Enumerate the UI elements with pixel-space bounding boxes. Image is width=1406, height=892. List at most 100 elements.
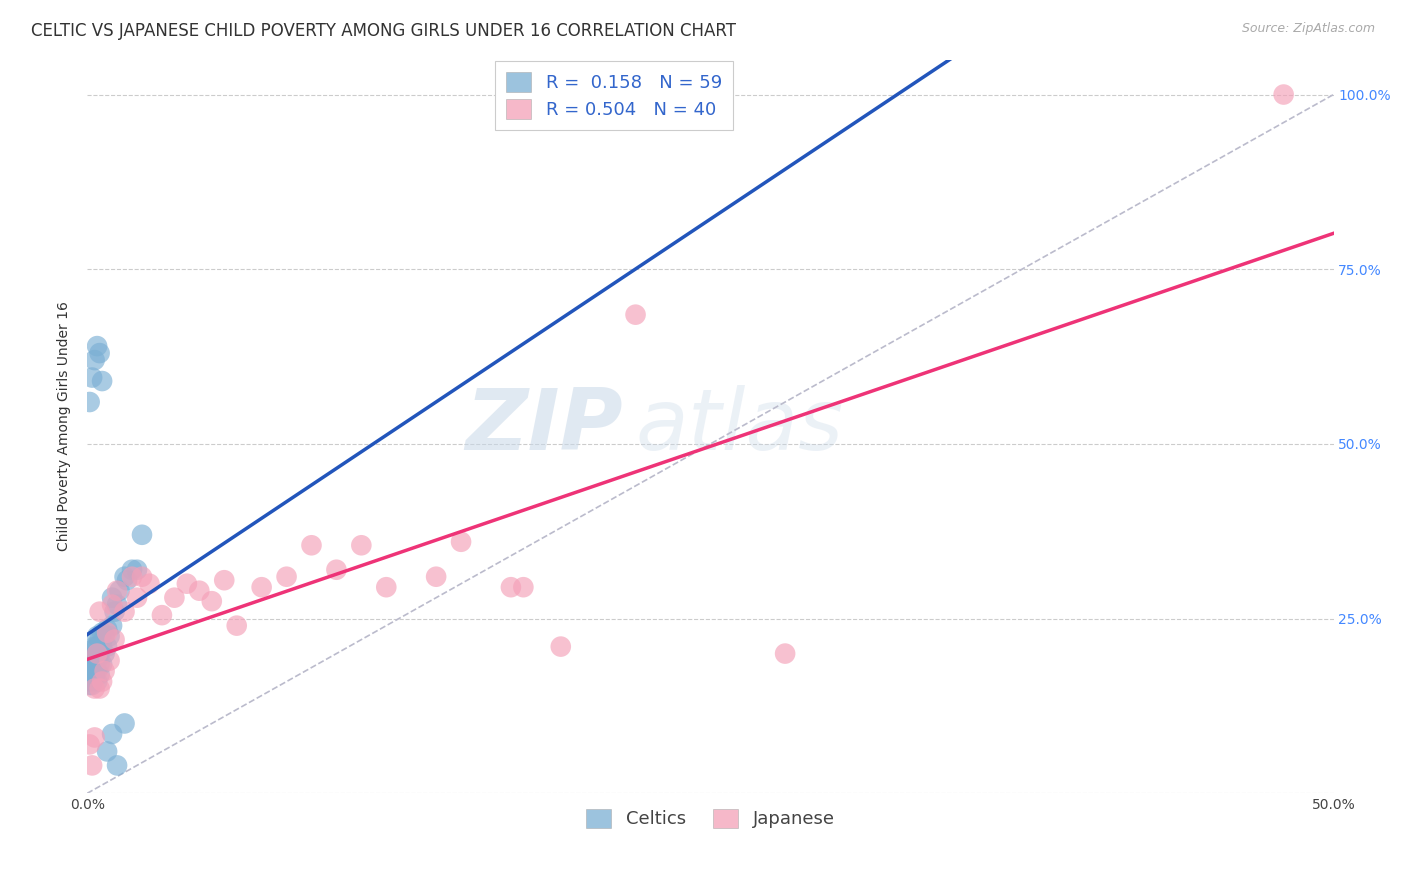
- Point: [93, 629, 115, 643]
- Point: [91, 625, 114, 640]
- Point: [450, 534, 472, 549]
- Point: [83, 353, 105, 368]
- Point: [89, 681, 111, 696]
- Point: [89, 632, 111, 647]
- Point: [91, 657, 114, 671]
- Point: [89, 647, 111, 661]
- Point: [86, 674, 108, 689]
- Point: [96, 744, 118, 758]
- Point: [114, 716, 136, 731]
- Point: [79, 660, 101, 674]
- Point: [98, 629, 121, 643]
- Point: [108, 583, 131, 598]
- Legend: Celtics, Japanese: Celtics, Japanese: [579, 801, 842, 836]
- Point: [86, 647, 108, 661]
- Point: [86, 640, 108, 654]
- Point: [96, 625, 118, 640]
- Point: [93, 647, 115, 661]
- Point: [105, 598, 128, 612]
- Point: [89, 667, 111, 681]
- Point: [79, 671, 101, 685]
- Point: [773, 647, 796, 661]
- Point: [82, 664, 104, 678]
- Point: [79, 667, 101, 681]
- Text: Source: ZipAtlas.com: Source: ZipAtlas.com: [1241, 22, 1375, 36]
- Point: [101, 618, 124, 632]
- Point: [83, 667, 105, 681]
- Point: [89, 605, 111, 619]
- Point: [375, 580, 398, 594]
- Point: [82, 650, 104, 665]
- Point: [121, 563, 143, 577]
- Point: [105, 583, 128, 598]
- Point: [83, 660, 105, 674]
- Point: [101, 727, 124, 741]
- Point: [276, 570, 298, 584]
- Point: [512, 580, 534, 594]
- Point: [82, 657, 104, 671]
- Point: [82, 667, 104, 681]
- Point: [138, 576, 160, 591]
- Text: atlas: atlas: [636, 385, 844, 468]
- Point: [131, 528, 153, 542]
- Point: [114, 570, 136, 584]
- Point: [91, 674, 114, 689]
- Point: [89, 346, 111, 360]
- Point: [176, 576, 198, 591]
- Point: [83, 671, 105, 685]
- Point: [150, 608, 173, 623]
- Point: [91, 640, 114, 654]
- Point: [96, 622, 118, 636]
- Point: [82, 370, 104, 384]
- Point: [83, 650, 105, 665]
- Point: [79, 674, 101, 689]
- Point: [79, 678, 101, 692]
- Point: [79, 657, 101, 671]
- Point: [83, 681, 105, 696]
- Point: [115, 573, 138, 587]
- Point: [125, 591, 148, 605]
- Point: [79, 664, 101, 678]
- Point: [83, 664, 105, 678]
- Point: [201, 594, 224, 608]
- Point: [82, 678, 104, 692]
- Point: [89, 657, 111, 671]
- Point: [98, 654, 121, 668]
- Point: [91, 374, 114, 388]
- Point: [350, 538, 373, 552]
- Point: [114, 605, 136, 619]
- Text: CELTIC VS JAPANESE CHILD POVERTY AMONG GIRLS UNDER 16 CORRELATION CHART: CELTIC VS JAPANESE CHILD POVERTY AMONG G…: [31, 22, 735, 40]
- Point: [82, 660, 104, 674]
- Point: [101, 591, 124, 605]
- Point: [79, 738, 101, 752]
- Point: [624, 308, 647, 322]
- Point: [82, 643, 104, 657]
- Point: [425, 570, 447, 584]
- Point: [86, 339, 108, 353]
- Point: [550, 640, 572, 654]
- Point: [82, 674, 104, 689]
- Point: [131, 570, 153, 584]
- Point: [79, 654, 101, 668]
- Point: [121, 570, 143, 584]
- Point: [225, 618, 247, 632]
- Point: [1272, 87, 1295, 102]
- Point: [86, 664, 108, 678]
- Point: [101, 598, 124, 612]
- Point: [125, 563, 148, 577]
- Point: [499, 580, 522, 594]
- Point: [79, 395, 101, 409]
- Point: [105, 758, 128, 772]
- Point: [86, 654, 108, 668]
- Point: [250, 580, 273, 594]
- Point: [83, 640, 105, 654]
- Point: [325, 563, 347, 577]
- Point: [86, 629, 108, 643]
- Y-axis label: Child Poverty Among Girls Under 16: Child Poverty Among Girls Under 16: [58, 301, 72, 551]
- Point: [301, 538, 323, 552]
- Point: [212, 573, 235, 587]
- Point: [103, 632, 125, 647]
- Text: ZIP: ZIP: [465, 385, 623, 468]
- Point: [188, 583, 211, 598]
- Point: [82, 758, 104, 772]
